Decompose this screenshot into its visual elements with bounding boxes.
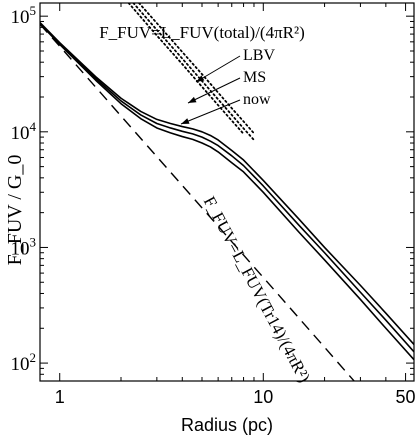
- series-dotted-lbv: [138, 3, 255, 135]
- series-solid-ms: [40, 22, 414, 353]
- x-axis-title: Radius (pc): [181, 415, 273, 435]
- x-tick-label: 50: [396, 387, 415, 407]
- series-solid-lbv: [40, 22, 414, 345]
- annotation-arrows: [180, 55, 241, 125]
- arrow-head: [188, 96, 197, 103]
- label-lbv: LBV: [243, 47, 275, 64]
- series-dashed-tr14: [40, 23, 356, 381]
- series-solid-now: [40, 23, 414, 361]
- y-tick-label: 105: [11, 3, 37, 28]
- x-tick-label: 1: [55, 387, 65, 407]
- x-tick-label: 10: [253, 387, 273, 407]
- y-tick-label: 104: [11, 119, 37, 144]
- label-now: now: [243, 91, 271, 108]
- arrow-line: [187, 77, 241, 104]
- y-tick-label: 102: [11, 350, 37, 375]
- arrow-head: [181, 118, 190, 124]
- y-tick-label: 103: [11, 234, 37, 259]
- y-axis-title: F_FUV / G_0: [4, 155, 26, 266]
- total-formula-label: F_FUV=L_FUV(total)/(4πR²): [99, 23, 305, 42]
- ticks-layer: 1 10 50 102 103 104 105: [11, 3, 415, 407]
- series-dotted-ms: [132, 3, 255, 141]
- arrow-line: [195, 55, 241, 83]
- arrow-head: [196, 75, 205, 82]
- label-ms: MS: [243, 69, 266, 86]
- series-layer: [40, 3, 414, 381]
- plot-frame: [39, 2, 415, 382]
- arrow-line: [180, 99, 241, 125]
